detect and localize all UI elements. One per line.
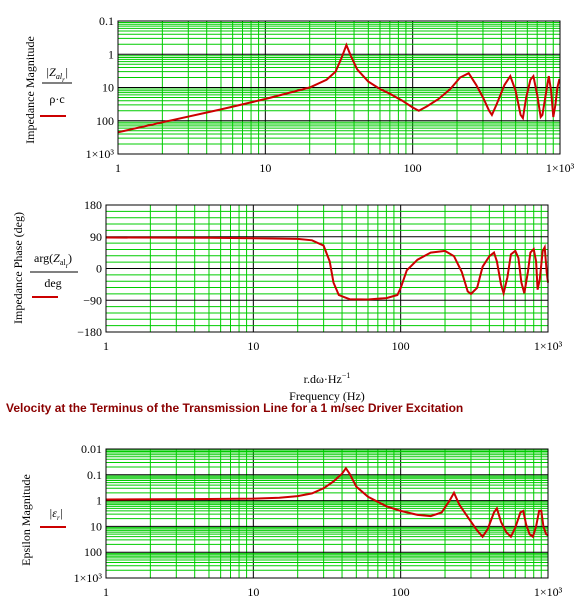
- epsilon-magnitude-y-ticks: 0.01 0.1 1 10 100 1×10³: [74, 442, 103, 585]
- impedance-phase-ylabel: Impedance Phase (deg): [11, 212, 25, 324]
- impedance-magnitude-y-ticks: 0.1 1 10 100 1×10³: [86, 14, 115, 161]
- y-tick-label: 10: [90, 519, 102, 533]
- x-tick-label: 10: [247, 585, 259, 599]
- impedance-phase-legend: arg(Zalr) deg: [30, 251, 78, 298]
- epsilon-magnitude-grid: [106, 449, 548, 578]
- svg-text:arg(Zalr): arg(Zalr): [34, 251, 72, 270]
- epsilon-magnitude-legend: |εr|: [40, 506, 66, 528]
- impedance-magnitude-chart: 1 10 100 1×10³ 0.1 1 10 100 1×10³ Impedance Mag…: [23, 14, 575, 175]
- y-tick-label: 0.01: [81, 442, 102, 456]
- y-tick-label: −180: [77, 325, 102, 339]
- x-tick-label: 10: [259, 161, 271, 175]
- y-tick-label: 0: [96, 262, 102, 276]
- x-axis-expression: r.dω·Hz−1: [304, 371, 351, 386]
- impedance-magnitude-curve: [117, 42, 561, 134]
- impedance-phase-y-ticks: 180 90 0 −90 −180: [77, 198, 102, 339]
- y-tick-label: 1: [96, 494, 102, 508]
- x-tick-label: 1: [103, 585, 109, 599]
- section-title: Velocity at the Terminus of the Transmis…: [6, 401, 464, 415]
- impedance-phase-frame: [105, 204, 549, 333]
- impedance-magnitude-ylabel: Impedance Magnitude: [23, 36, 37, 144]
- impedance-magnitude-grid: [118, 21, 560, 154]
- y-tick-label: 180: [84, 198, 102, 212]
- y-tick-label: 100: [96, 114, 114, 128]
- x-tick-label: 10: [247, 339, 259, 353]
- y-tick-label: 1×10³: [74, 571, 103, 585]
- epsilon-magnitude-chart: 1 10 100 1×10³ 0.01 0.1 1 10 100 1×10³ Epsilon M…: [19, 442, 563, 599]
- impedance-magnitude-frame: [117, 20, 561, 155]
- svg-text:ρ·c: ρ·c: [49, 92, 64, 106]
- svg-text:deg: deg: [44, 276, 61, 290]
- epsilon-magnitude-frame: [105, 448, 549, 579]
- epsilon-magnitude-curve: [105, 466, 549, 539]
- x-tick-label: 1×10³: [534, 339, 563, 353]
- x-tick-label: 1×10³: [546, 161, 575, 175]
- y-tick-label: 1: [108, 47, 114, 61]
- x-tick-label: 1×10³: [534, 585, 563, 599]
- svg-text:|Zalr|: |Zalr|: [46, 65, 68, 84]
- x-tick-label: 100: [404, 161, 422, 175]
- impedance-magnitude-legend: |Zalr| ρ·c: [40, 65, 72, 117]
- epsilon-magnitude-x-ticks: 1 10 100 1×10³: [103, 585, 563, 599]
- x-tick-label: 1: [103, 339, 109, 353]
- y-tick-label: 0.1: [87, 468, 102, 482]
- y-tick-label: 1×10³: [86, 147, 115, 161]
- y-tick-label: 90: [90, 230, 102, 244]
- x-tick-label: 1: [115, 161, 121, 175]
- y-tick-label: 0.1: [99, 14, 114, 28]
- x-tick-label: 100: [392, 585, 410, 599]
- x-axis-label: Frequency (Hz): [289, 389, 365, 403]
- y-tick-label: 10: [102, 81, 114, 95]
- epsilon-magnitude-ylabel: Epsilon Magnitude: [19, 474, 33, 566]
- svg-text:|εr|: |εr|: [49, 506, 63, 522]
- y-tick-label: 100: [84, 545, 102, 559]
- impedance-phase-x-ticks: 1 10 100 1×10³: [103, 339, 563, 353]
- impedance-phase-curve: [105, 236, 549, 301]
- impedance-magnitude-x-ticks: 1 10 100 1×10³: [115, 161, 575, 175]
- x-tick-label: 100: [392, 339, 410, 353]
- impedance-phase-chart: 1 10 100 1×10³ 180 90 0 −90 −180 Impedance Phas…: [11, 198, 563, 403]
- y-tick-label: −90: [83, 293, 102, 307]
